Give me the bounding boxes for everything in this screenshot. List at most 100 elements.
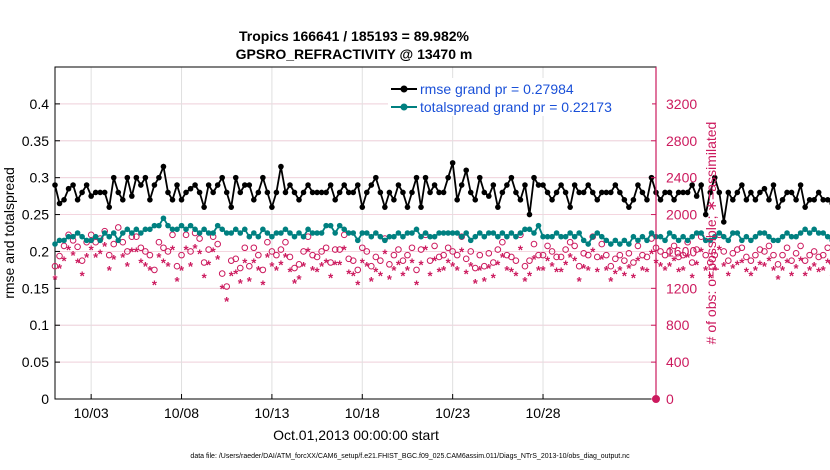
assimilated-obs-point: * — [306, 244, 312, 259]
rmse-point — [454, 197, 460, 203]
rmse-point — [671, 197, 677, 203]
assimilated-obs-point: * — [681, 263, 687, 278]
possible-obs-point — [819, 251, 827, 259]
assimilated-obs-point: * — [89, 243, 95, 258]
assimilated-obs-point: * — [789, 268, 795, 283]
totalspread-point — [707, 237, 714, 244]
assimilated-obs-point: * — [165, 259, 171, 274]
totalspread-point — [201, 226, 207, 233]
rmse-point — [418, 204, 424, 210]
rmse-point — [476, 174, 483, 181]
assimilated-obs-point: * — [242, 256, 248, 271]
assimilated-obs-point: * — [586, 263, 592, 278]
assimilated-obs-point: * — [333, 257, 339, 272]
rmse-point — [571, 182, 578, 188]
assimilated-obs-point: * — [685, 250, 691, 265]
rmse-point — [499, 189, 506, 196]
totalspread-point — [522, 226, 528, 233]
assimilated-obs-point: * — [626, 261, 632, 276]
possible-obs-point — [250, 244, 258, 252]
rmse-point — [300, 189, 307, 196]
possible-obs-point — [395, 246, 402, 253]
totalspread-point — [571, 233, 578, 240]
totalspread-point — [784, 230, 790, 236]
assimilated-obs-point: * — [531, 252, 537, 267]
possible-obs-point — [828, 260, 830, 265]
totalspread-point — [770, 237, 777, 244]
rmse-point — [684, 189, 691, 196]
possible-obs-point — [548, 248, 556, 255]
assimilated-obs-point: * — [703, 263, 709, 278]
possible-obs-point — [490, 259, 497, 266]
possible-obs-point — [178, 251, 185, 259]
totalspread-point — [269, 233, 275, 240]
rmse-point — [359, 204, 366, 210]
rmse-point — [377, 189, 384, 196]
totalspread-point — [811, 226, 817, 233]
totalspread-point — [689, 233, 695, 240]
rmse-point — [757, 189, 763, 196]
totalspread-point — [644, 237, 650, 244]
assimilated-obs-point: * — [274, 263, 280, 278]
rmse-point — [440, 189, 447, 196]
possible-obs-point — [720, 248, 728, 255]
possible-obs-point — [602, 251, 610, 259]
rmse-point — [196, 189, 203, 196]
x-tick-label: 10/08 — [164, 405, 199, 421]
possible-obs-point — [779, 251, 786, 259]
possible-obs-point — [616, 251, 624, 259]
totalspread-point — [178, 222, 185, 229]
y-left-tick-label: 0.15 — [22, 280, 49, 296]
totalspread-point — [558, 233, 564, 240]
totalspread-point — [223, 230, 230, 236]
totalspread-point — [70, 233, 76, 240]
possible-obs-point — [318, 248, 325, 255]
totalspread-point — [693, 230, 700, 236]
possible-obs-point — [444, 244, 452, 252]
assimilated-obs-point: * — [346, 267, 352, 282]
totalspread-point — [52, 241, 58, 247]
totalspread-point — [436, 230, 442, 236]
legend-spread-label: totalspread grand pr = 0.22173 — [420, 99, 612, 115]
totalspread-point — [278, 230, 284, 236]
rmse-point — [119, 197, 126, 203]
legend-rmse-marker — [400, 85, 408, 93]
possible-obs-point — [205, 246, 212, 253]
totalspread-point — [368, 233, 375, 240]
rmse-point — [630, 197, 637, 203]
y-left-tick-label: 0 — [41, 391, 49, 407]
assimilated-obs-point: * — [798, 254, 804, 269]
assimilated-obs-point: * — [373, 265, 379, 280]
assimilated-obs-point: * — [283, 250, 289, 265]
possible-obs-point — [124, 248, 131, 255]
assimilated-obs-point: * — [197, 246, 203, 261]
possible-obs-point — [774, 261, 782, 268]
rmse-point — [305, 182, 311, 188]
rmse-point — [775, 204, 781, 210]
assimilated-obs-point: * — [184, 243, 190, 258]
assimilated-obs-point: * — [522, 274, 528, 289]
possible-obs-point — [214, 240, 221, 248]
y-left-tick-label: 0.4 — [30, 96, 50, 112]
assimilated-obs-point: * — [613, 267, 619, 282]
assimilated-obs-point: * — [608, 274, 614, 289]
assimilated-obs-point: * — [437, 265, 443, 280]
totalspread-point — [535, 222, 542, 229]
possible-obs-point — [200, 259, 208, 266]
totalspread-point — [662, 237, 668, 244]
assimilated-obs-point: * — [256, 263, 262, 278]
totalspread-point — [151, 222, 158, 229]
possible-obs-point — [566, 238, 574, 246]
rmse-point — [784, 189, 790, 196]
totalspread-point — [409, 230, 415, 236]
rmse-point — [264, 189, 271, 196]
totalspread-point — [237, 230, 244, 236]
rmse-point — [779, 197, 786, 203]
assimilated-obs-point: * — [631, 270, 637, 285]
assimilated-obs-point: * — [559, 265, 565, 280]
possible-obs-point — [241, 244, 249, 252]
possible-obs-point — [634, 242, 642, 250]
possible-obs-point — [142, 248, 149, 255]
y-right-tick-label: 2400 — [666, 170, 697, 186]
rmse-point — [725, 189, 732, 196]
